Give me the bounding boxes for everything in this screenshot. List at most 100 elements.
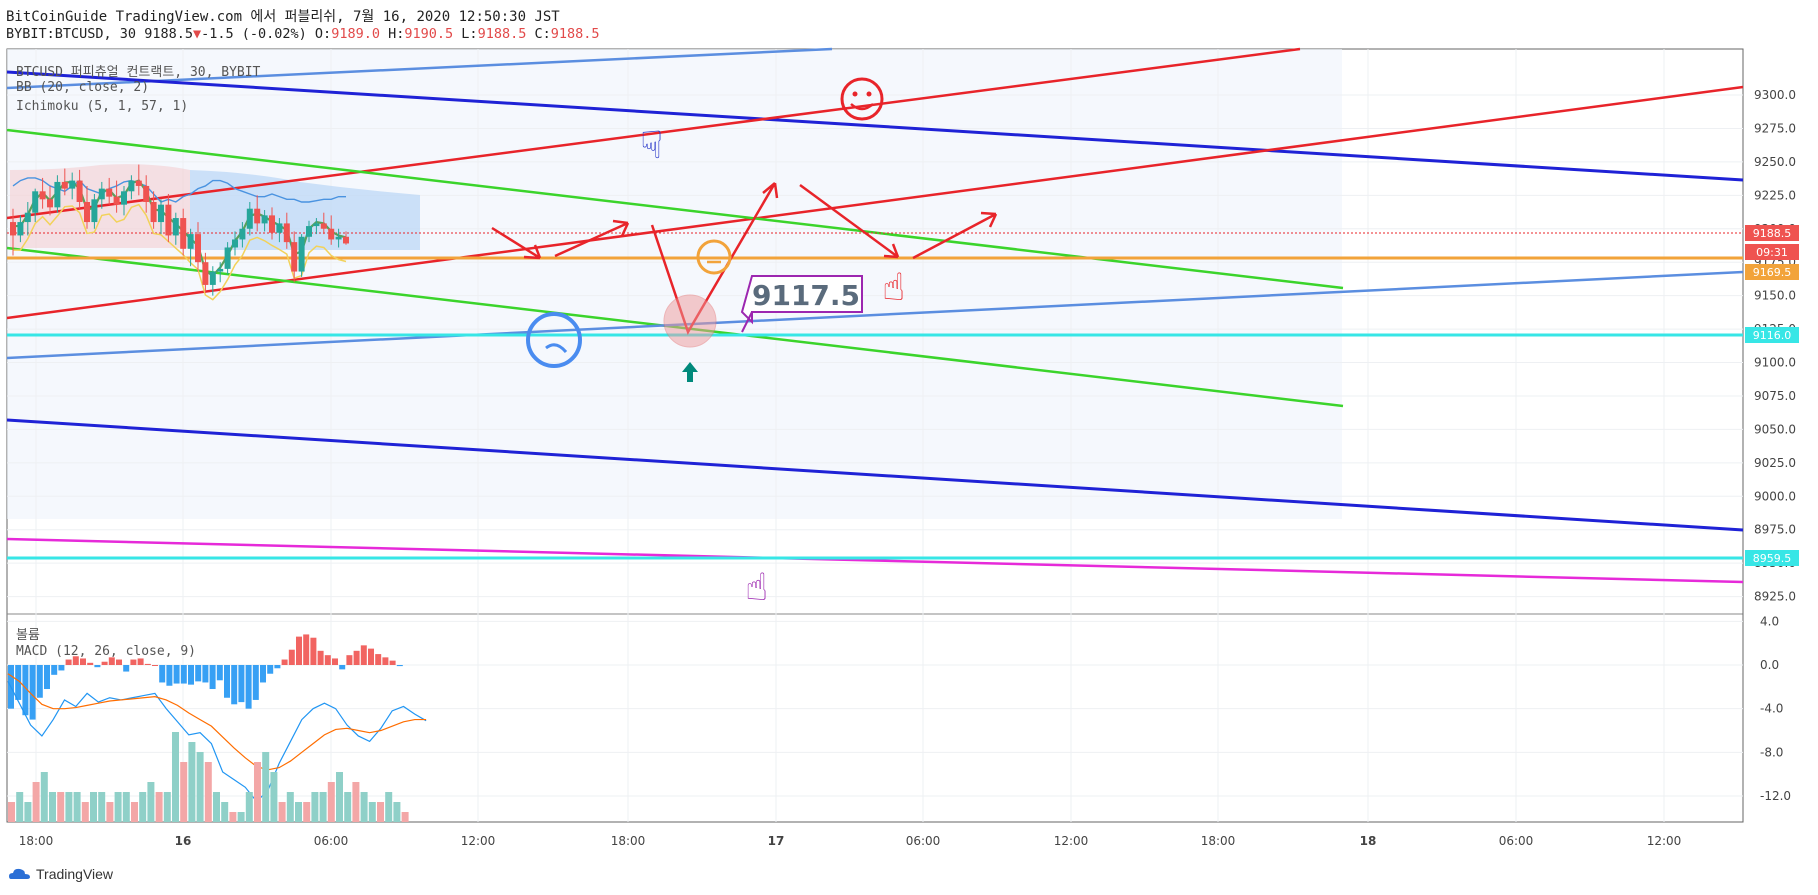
macd-hist-bar xyxy=(332,658,338,665)
candle-body xyxy=(343,236,349,244)
volume-bar xyxy=(106,802,114,822)
volume-bar xyxy=(319,792,327,822)
macd-hist-bar xyxy=(216,665,223,681)
y-tick-label: 8925.0 xyxy=(1754,590,1796,604)
macd-signal-line xyxy=(7,673,427,771)
volume-bar xyxy=(81,802,89,822)
x-tick-label: 06:00 xyxy=(314,834,349,848)
confused-face-mouth xyxy=(545,343,568,353)
tradingview-logo[interactable]: TradingView xyxy=(8,866,113,882)
confused-face-icon xyxy=(526,312,582,368)
ohlc-bar: BYBIT:BTCUSD, 30 9188.5▼-1.5 (-0.02%) O:… xyxy=(6,26,600,42)
macd-hist-bar xyxy=(231,665,238,705)
candle-body xyxy=(246,208,253,229)
volume-bar xyxy=(57,792,65,822)
candle-body xyxy=(98,188,105,200)
macd-hist-bar xyxy=(180,665,187,684)
volume-bar xyxy=(155,792,163,822)
macd-hist-bar xyxy=(22,665,29,716)
candle-body xyxy=(24,212,31,223)
candle-body xyxy=(172,218,179,236)
candle-body xyxy=(106,188,113,197)
volume-bar xyxy=(8,802,15,822)
volume-bar xyxy=(286,792,294,822)
open-value: 9189.0 xyxy=(331,26,380,42)
low-value: 9188.5 xyxy=(477,26,527,42)
legend-volume: 볼륨 xyxy=(16,628,40,643)
macd-tick-label: 0.0 xyxy=(1760,658,1779,672)
up-arrow-icon xyxy=(682,362,698,382)
price-badge xyxy=(1745,264,1799,280)
trend-blue-line xyxy=(6,270,1744,360)
macd-hist-bar xyxy=(144,663,151,665)
volume-bar xyxy=(40,772,48,822)
y-tick-label: 9275.0 xyxy=(1754,121,1796,135)
macd-tick-label: -4.0 xyxy=(1760,702,1783,716)
macd-hist-bar xyxy=(339,665,346,670)
high-label: H: xyxy=(388,26,405,42)
candle-body xyxy=(298,236,305,272)
volume-bar xyxy=(254,762,261,822)
x-tick-label: 16 xyxy=(175,834,192,848)
candle-body xyxy=(283,223,290,243)
macd-hist-bar xyxy=(209,665,216,690)
pointing-hand-icon: ☝ xyxy=(882,265,905,309)
volume-bar xyxy=(385,792,393,822)
x-tick-label: 12:00 xyxy=(461,834,496,848)
close-label: C: xyxy=(534,26,551,42)
price-badge-label: 9188.5 xyxy=(1753,227,1792,240)
trend-magenta-line xyxy=(6,537,1744,584)
volume-bar xyxy=(262,752,270,822)
macd-hist-bar xyxy=(260,665,266,683)
macd-tick-label: -12.0 xyxy=(1760,789,1791,803)
candle-body xyxy=(254,208,261,224)
macd-hist-bar xyxy=(368,648,374,665)
macd-hist-bar xyxy=(58,665,65,671)
volume-bar xyxy=(336,772,343,822)
y-tick-label: 9000.0 xyxy=(1754,489,1796,503)
candle-body xyxy=(76,180,83,202)
candle-body xyxy=(291,242,298,272)
cloud-icon xyxy=(9,868,30,879)
price-badge xyxy=(1745,225,1799,241)
trend-blue-line xyxy=(6,418,1744,532)
price-badge-label: 09:31 xyxy=(1756,246,1788,259)
macd-hist-bar xyxy=(267,665,274,674)
y-tick-label: 9225.0 xyxy=(1754,188,1796,202)
volume-bar xyxy=(122,792,130,822)
volume-bar xyxy=(327,782,335,822)
trend-green-line xyxy=(6,128,1344,290)
candle-body xyxy=(261,215,268,224)
volume-bar xyxy=(65,792,73,822)
volume-bar xyxy=(295,802,302,822)
price-badge xyxy=(1745,244,1799,260)
volume-bar xyxy=(24,802,32,822)
macd-macd-line xyxy=(7,681,427,803)
macd-hist-bar xyxy=(245,665,252,709)
volume-bar xyxy=(180,762,188,822)
macd-hist-bar xyxy=(51,665,58,675)
candle-body xyxy=(39,191,46,200)
legend-macd: MACD (12, 26, close, 9) xyxy=(16,644,197,659)
candle-body xyxy=(313,223,320,227)
x-tick-label: 12:00 xyxy=(1054,834,1089,848)
candle-body xyxy=(165,204,172,236)
price-badge-label: 9116.0 xyxy=(1753,329,1792,342)
macd-hist-bar xyxy=(288,649,295,665)
macd-hist-bar xyxy=(65,659,72,665)
neutral-face-icon xyxy=(696,239,732,275)
volume-bar xyxy=(32,782,40,822)
macd-hist-bar xyxy=(36,665,43,698)
candle-body xyxy=(69,180,76,189)
macd-hist-bar xyxy=(375,654,382,665)
smiley-mouth xyxy=(850,103,874,111)
macd-hist-bar xyxy=(382,657,389,665)
trend-blue-line xyxy=(6,70,1744,182)
macd-hist-bar xyxy=(252,665,259,700)
candle-body xyxy=(276,223,283,233)
candle-body xyxy=(180,218,187,249)
macd-hist-bar xyxy=(202,665,209,683)
pointing-hand-icon: ☟ xyxy=(640,123,663,167)
macd-hist-bar xyxy=(303,634,310,665)
